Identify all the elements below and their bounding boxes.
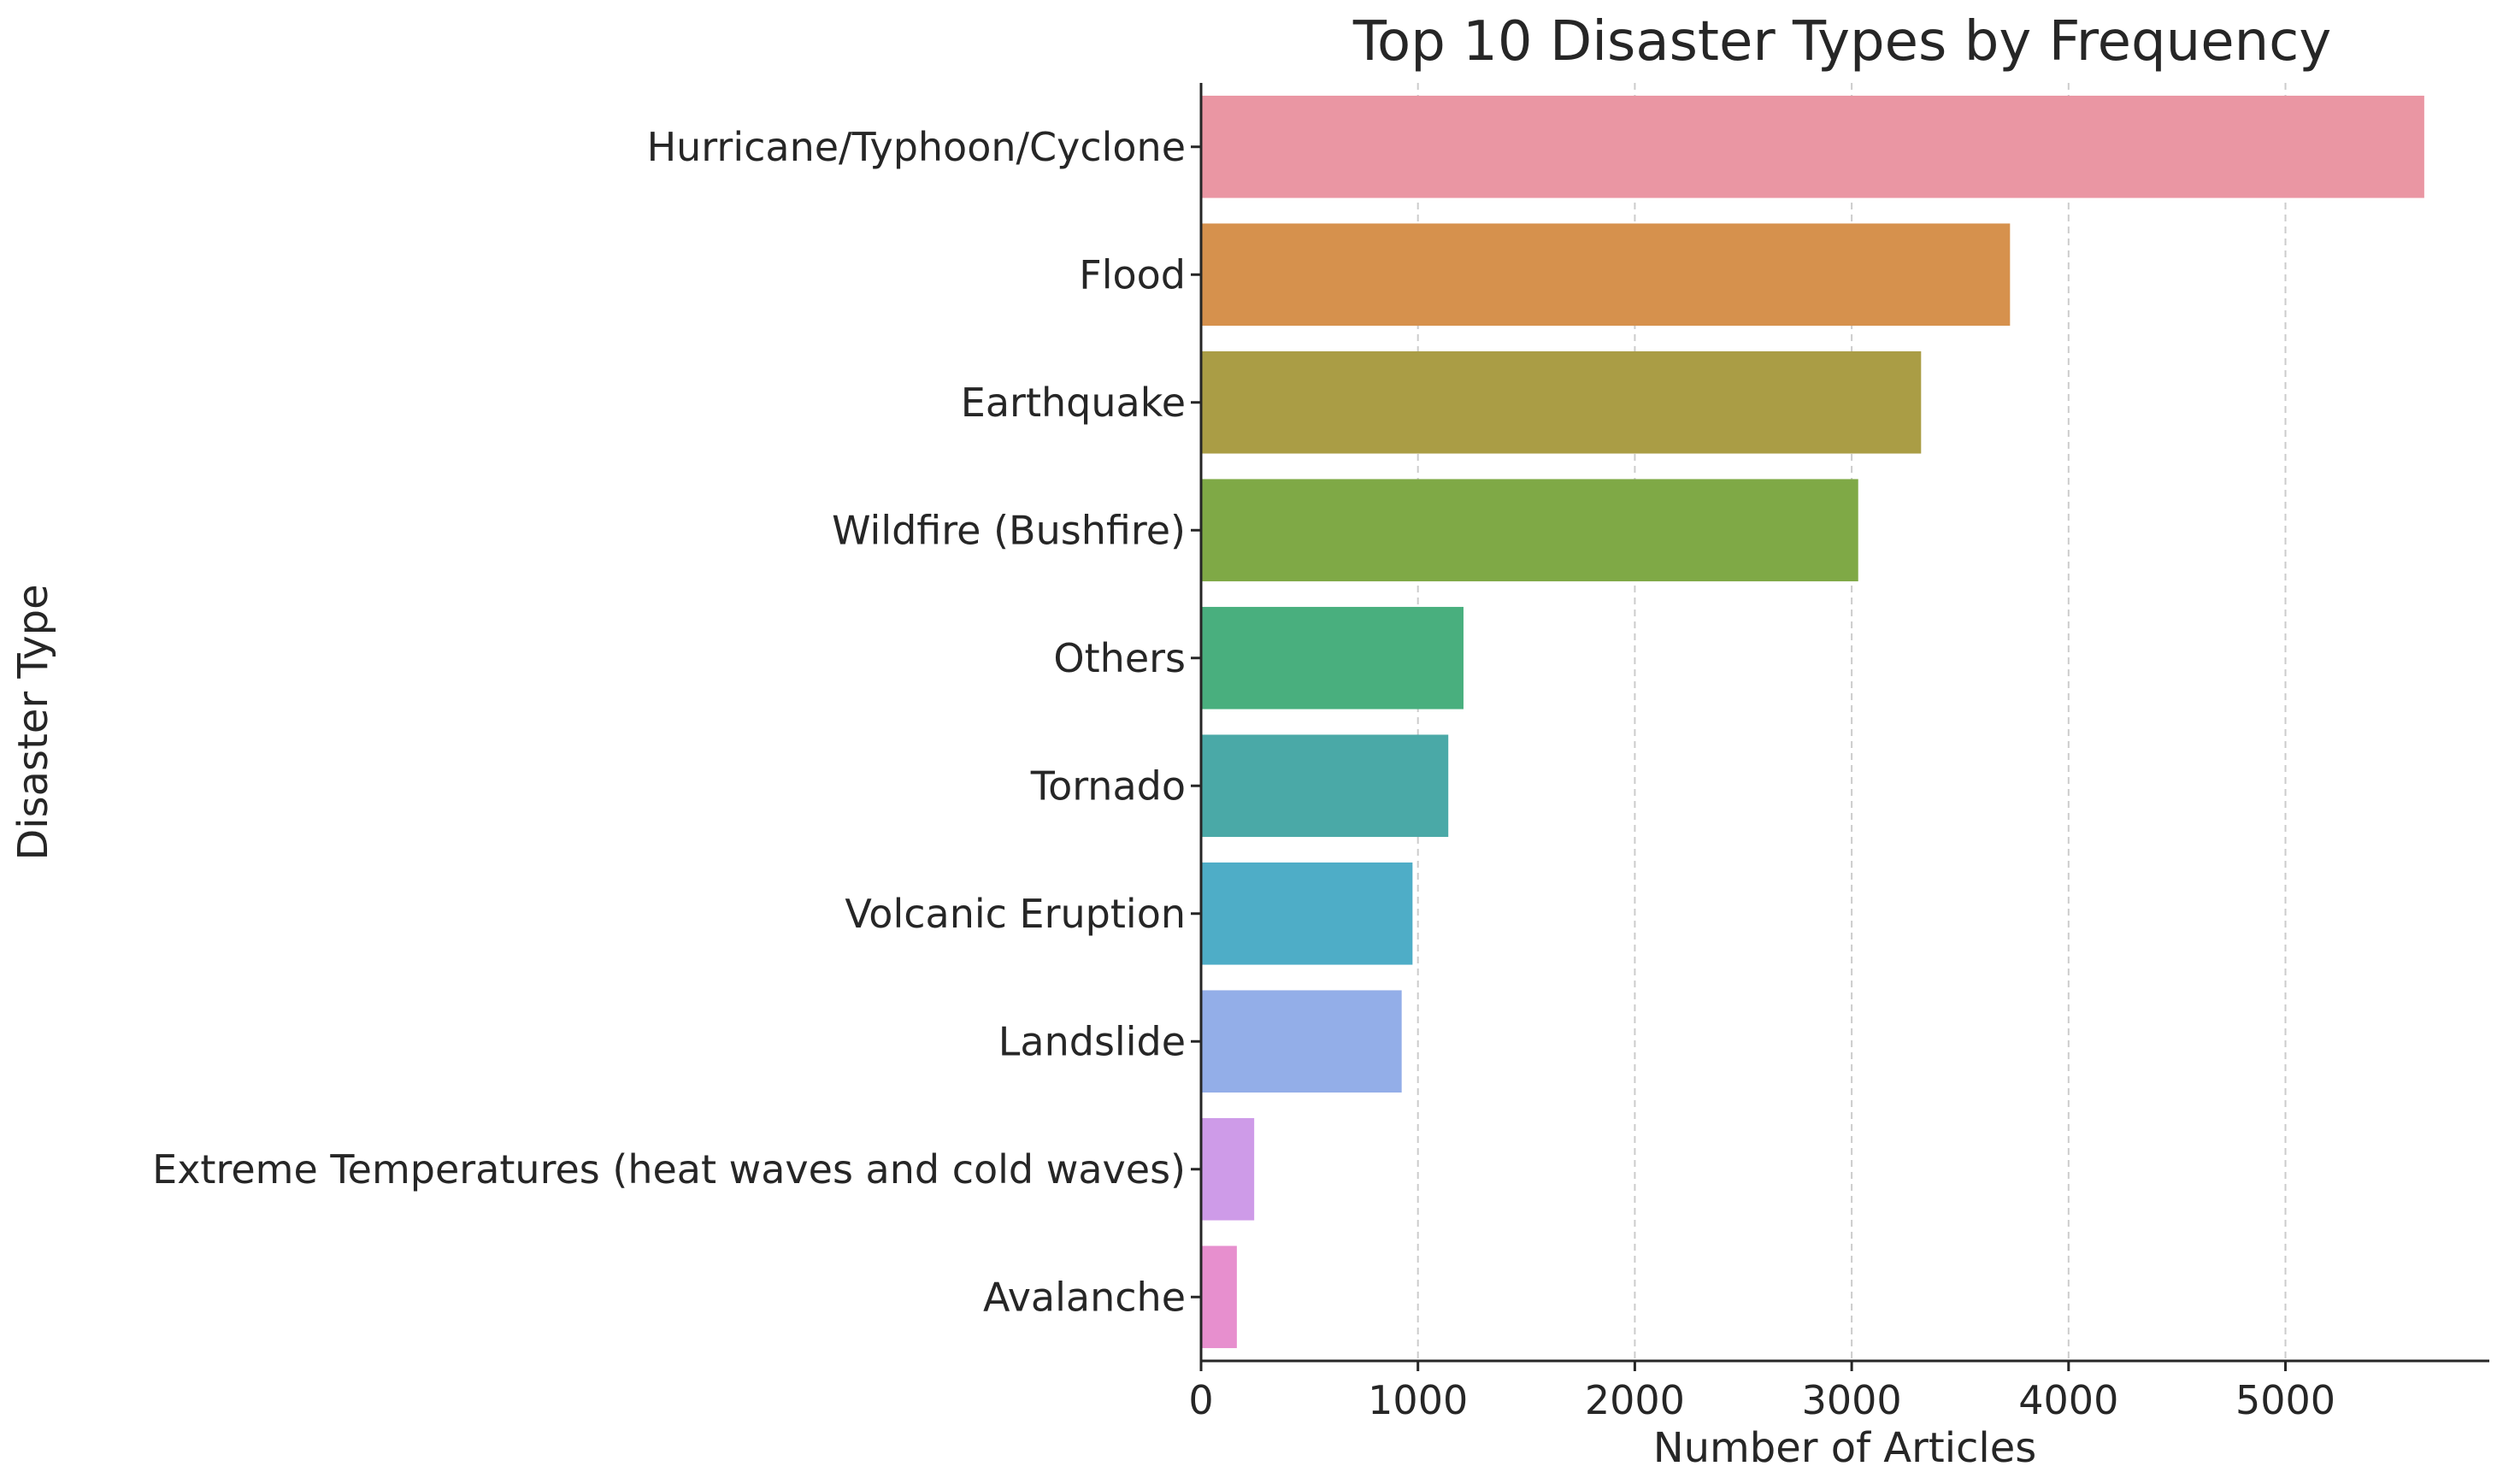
bar [1201, 862, 1413, 965]
y-tick-label: Earthquake [961, 380, 1186, 426]
y-tick-labels: Hurricane/Typhoon/Cyclone Flood Earthquake… [152, 124, 1201, 1320]
chart-title: Top 10 Disaster Types by Frequency [1352, 10, 2331, 74]
bar [1201, 606, 1464, 710]
y-tick-label: Volcanic Eruption [845, 891, 1186, 937]
x-tick-label: 5000 [2235, 1377, 2335, 1423]
y-tick-label: Avalanche [983, 1274, 1186, 1320]
bar [1201, 95, 2424, 198]
y-tick-label: Tornado [1030, 763, 1186, 809]
y-tick-label: Others [1053, 635, 1186, 681]
x-axis-label: Number of Articles [1653, 1424, 2037, 1472]
bar [1201, 990, 1402, 1093]
grid-lines [1416, 83, 2287, 1361]
y-axis-label: Disaster Type [9, 584, 57, 860]
x-tick-label: 0 [1188, 1377, 1213, 1423]
bar [1201, 734, 1449, 838]
bar [1201, 479, 1858, 582]
bars [1201, 95, 2424, 1349]
bar [1201, 223, 2011, 327]
y-tick-label: Hurricane/Typhoon/Cyclone [647, 124, 1186, 170]
x-tick-label: 3000 [1802, 1377, 1902, 1423]
bar [1201, 1117, 1255, 1221]
y-tick-label: Extreme Temperatures (heat waves and col… [152, 1146, 1186, 1192]
bar [1201, 1246, 1237, 1349]
y-tick-label: Wildfire (Bushfire) [832, 507, 1186, 553]
y-tick-label: Flood [1079, 251, 1186, 297]
x-tick-label: 2000 [1585, 1377, 1685, 1423]
x-tick-label: 4000 [2018, 1377, 2118, 1423]
bar [1201, 350, 1922, 454]
x-tick-labels: 0 1000 2000 3000 4000 5000 [1188, 1361, 2335, 1423]
x-tick-label: 1000 [1368, 1377, 1468, 1423]
axes [1199, 83, 2489, 1363]
y-tick-label: Landslide [998, 1018, 1186, 1064]
